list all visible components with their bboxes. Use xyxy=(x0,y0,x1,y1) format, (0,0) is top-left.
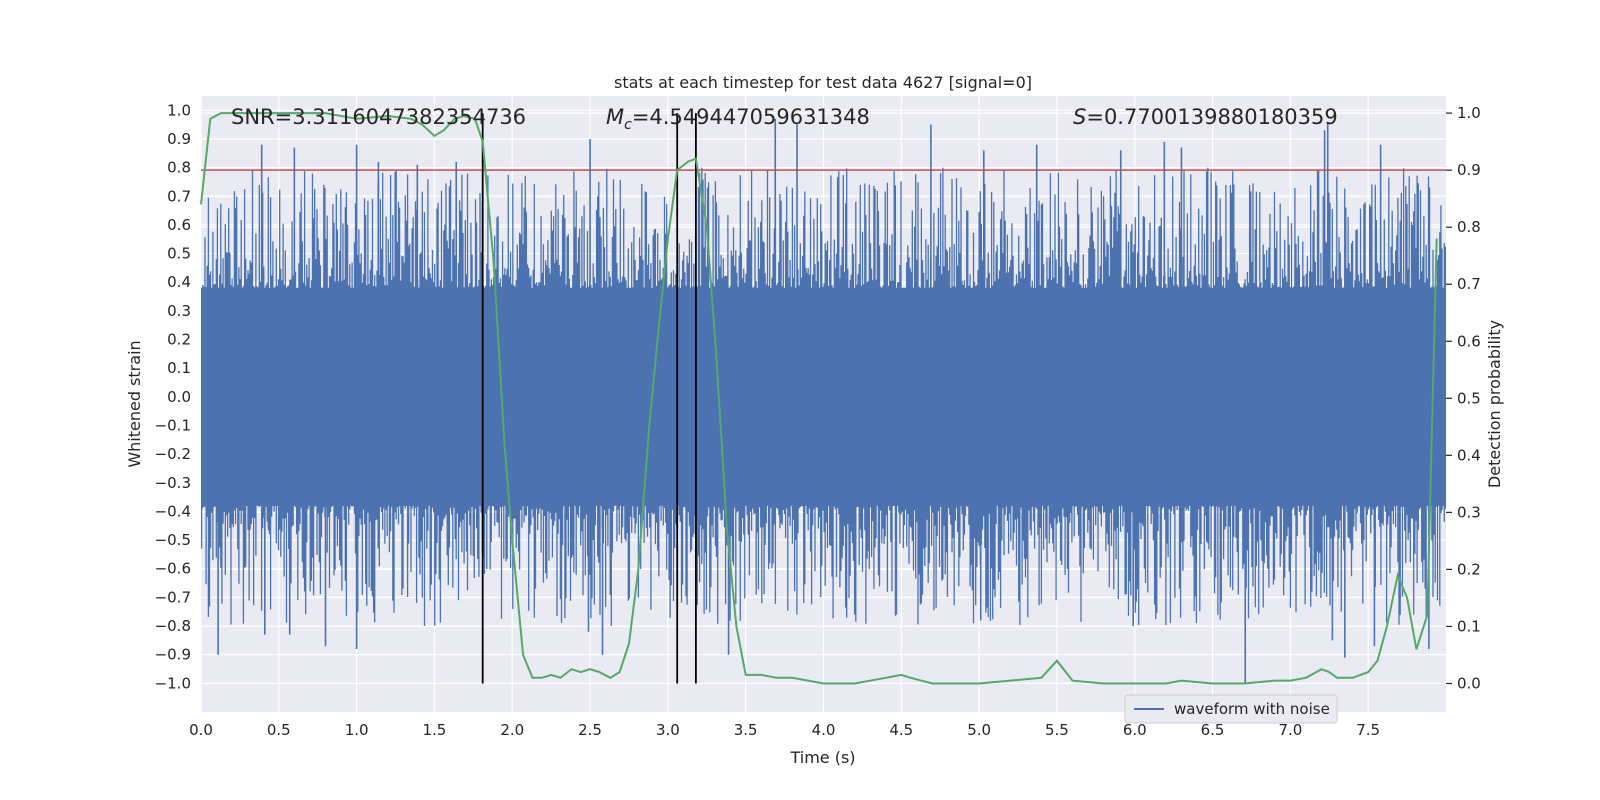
y-left-tick-label: 0.0 xyxy=(167,388,191,406)
x-tick-label: 4.5 xyxy=(889,721,913,739)
x-tick-label: 4.0 xyxy=(812,721,836,739)
y-left-tick-label: 0.6 xyxy=(167,216,191,234)
y-left-tick-label: −0.4 xyxy=(155,502,191,520)
legend-box xyxy=(1124,694,1338,724)
x-tick-label: 7.0 xyxy=(1278,721,1302,739)
waveform-band xyxy=(201,287,1446,506)
x-tick-label: 6.5 xyxy=(1201,721,1225,739)
waveform-with-noise-series xyxy=(200,118,1447,684)
detection-probability-series xyxy=(200,112,1438,685)
y-left-tick-label: 0.2 xyxy=(167,331,191,349)
x-tick-label: 2.5 xyxy=(578,721,602,739)
x-tick-label: 5.5 xyxy=(1045,721,1069,739)
y-right-tick-label: 0.0 xyxy=(1457,674,1481,692)
y-left-tick-label: −0.6 xyxy=(155,560,191,578)
probability-line xyxy=(200,112,1438,685)
y-right-tick-label: 0.2 xyxy=(1457,560,1481,578)
x-tick-label: 1.0 xyxy=(345,721,369,739)
y-left-tick-label: −0.9 xyxy=(155,646,191,664)
y-right-tick-label: 1.0 xyxy=(1457,104,1481,122)
y-right-axis-ticks: 1.0 0.9 0.8 0.7 0.6 0.5 0.4 0.3 0.2 0.1 0.0 xyxy=(1446,104,1481,692)
x-tick-label: 1.5 xyxy=(423,721,447,739)
y-left-tick-label: −1.0 xyxy=(155,674,191,692)
y-right-tick-label: 0.3 xyxy=(1457,503,1481,521)
y-left-tick-label: −0.1 xyxy=(155,416,191,434)
y-left-tick-label: 0.5 xyxy=(167,245,191,263)
y-left-tick-label: −0.7 xyxy=(155,588,191,606)
chirp-mass-symbol: M xyxy=(606,105,624,129)
x-tick-label: 5.0 xyxy=(967,721,991,739)
y-left-axis-ticks: 1.0 0.9 0.8 0.7 0.6 0.5 0.4 0.3 0.2 0.1 0.0 −0.1 −0.… xyxy=(155,101,191,692)
x-axis-ticks: 0.0 0.5 1.0 1.5 2.0 2.5 3.0 3.5 4.0 4.5 5.0 5.5 6.0 6… xyxy=(189,721,1380,739)
y-left-tick-label: −0.5 xyxy=(155,531,191,549)
y-right-tick-label: 0.7 xyxy=(1457,275,1481,293)
x-tick-label: 6.0 xyxy=(1123,721,1147,739)
y-right-tick-label: 0.1 xyxy=(1457,617,1481,635)
s-annotation: S=0.7700139880180359 xyxy=(1073,105,1338,129)
chirp-mass-annotation: Mc=4.549447059631348 xyxy=(606,105,870,133)
y-left-tick-label: −0.8 xyxy=(155,617,191,635)
y-left-tick-label: −0.2 xyxy=(155,445,191,463)
y-left-tick-label: −0.3 xyxy=(155,474,191,492)
chirp-mass-value: =4.549447059631348 xyxy=(632,105,870,129)
y-left-tick-label: 0.4 xyxy=(167,273,191,291)
chirp-mass-subscript: c xyxy=(624,117,632,133)
y-right-tick-label: 0.4 xyxy=(1457,446,1481,464)
vertical-markers xyxy=(481,113,697,684)
s-value: =0.7700139880180359 xyxy=(1086,105,1337,129)
x-tick-label: 7.5 xyxy=(1356,721,1380,739)
y-right-axis-label: Detection probability xyxy=(1485,320,1504,488)
snr-annotation: SNR=3.3116047382354736 xyxy=(231,105,526,129)
x-axis-label: Time (s) xyxy=(789,748,855,767)
x-tick-label: 0.5 xyxy=(267,721,291,739)
s-symbol: S xyxy=(1073,105,1086,129)
y-left-tick-label: 0.8 xyxy=(167,159,191,177)
y-left-tick-label: 0.3 xyxy=(167,302,191,320)
y-left-axis-label: Whitened strain xyxy=(125,340,144,467)
y-right-tick-label: 0.9 xyxy=(1457,161,1481,179)
legend: waveform with noise xyxy=(1124,694,1338,724)
y-right-tick-label: 0.6 xyxy=(1457,332,1481,350)
y-left-tick-label: 0.7 xyxy=(167,187,191,205)
x-tick-label: 3.0 xyxy=(656,721,680,739)
y-left-tick-label: 0.1 xyxy=(167,359,191,377)
legend-label-waveform: waveform with noise xyxy=(1174,700,1330,718)
x-tick-label: 3.5 xyxy=(734,721,758,739)
y-left-tick-label: 1.0 xyxy=(167,101,191,119)
y-right-tick-label: 0.8 xyxy=(1457,218,1481,236)
y-left-tick-label: 0.9 xyxy=(167,130,191,148)
x-tick-label: 2.0 xyxy=(500,721,524,739)
chart-title: stats at each timestep for test data 462… xyxy=(614,73,1032,92)
y-right-tick-label: 0.5 xyxy=(1457,389,1481,407)
x-tick-label: 0.0 xyxy=(189,721,213,739)
